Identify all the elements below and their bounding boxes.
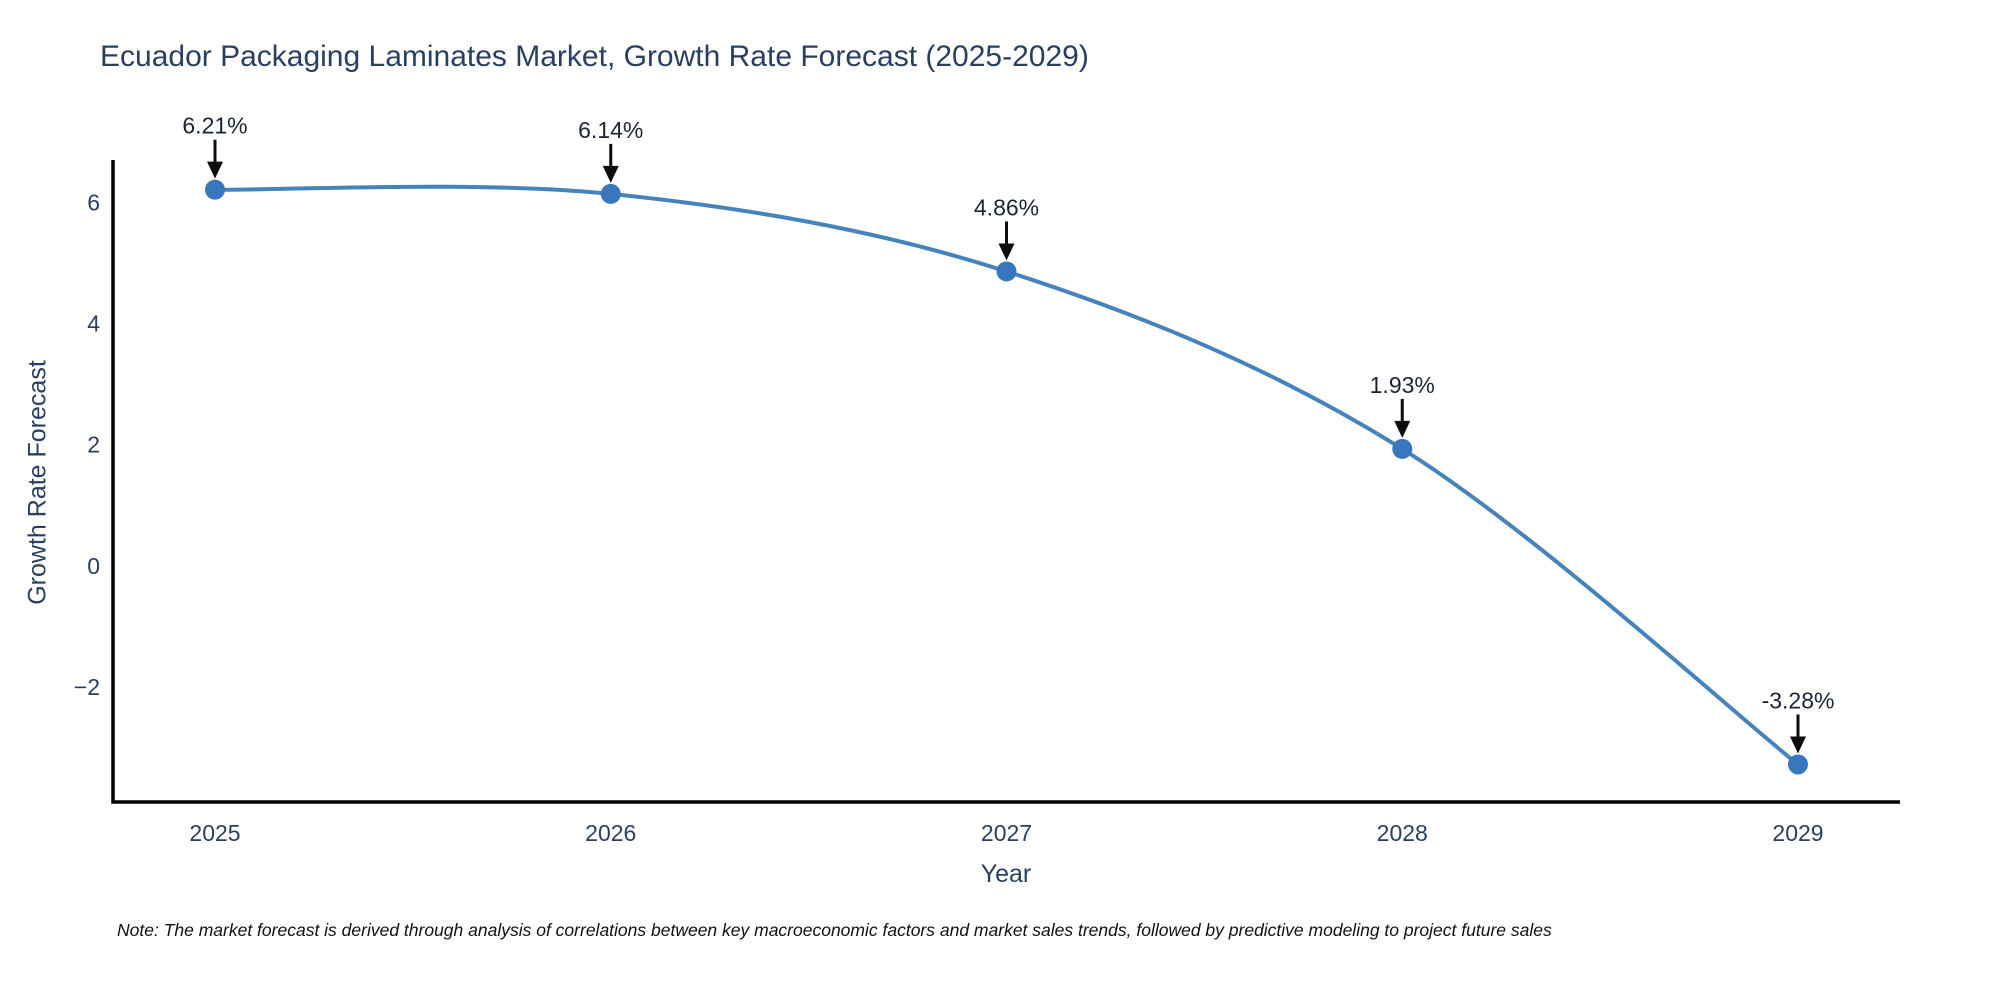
data-point[interactable] <box>205 179 225 200</box>
y-tick-label: 6 <box>87 189 100 215</box>
x-tick-label: 2029 <box>1772 820 1823 846</box>
x-tick-label: 2027 <box>981 820 1032 846</box>
annotation-arrowhead <box>1394 420 1411 438</box>
x-tick-label: 2025 <box>189 820 240 846</box>
data-point[interactable] <box>1392 438 1413 459</box>
annotation-arrowhead <box>1790 736 1806 754</box>
y-tick-label: 0 <box>87 553 100 579</box>
axis-spines <box>111 160 1900 804</box>
data-point[interactable] <box>600 183 621 204</box>
footnote: Note: The market forecast is derived thr… <box>117 920 1552 940</box>
data-label: 6.14% <box>578 117 643 143</box>
y-tick-label: −2 <box>74 674 100 700</box>
data-label: 6.21% <box>182 113 247 139</box>
y-tick-label: 2 <box>87 432 100 458</box>
x-tick-label: 2028 <box>1377 820 1428 846</box>
x-axis-title: Year <box>980 860 1032 888</box>
data-label: 1.93% <box>1370 372 1435 398</box>
data-label: -3.28% <box>1762 687 1835 713</box>
data-point[interactable] <box>996 261 1017 282</box>
chart-title: Ecuador Packaging Laminates Market, Grow… <box>100 40 1089 73</box>
trend-line <box>213 184 1800 767</box>
annotation-arrowhead <box>998 243 1015 261</box>
y-tick-label: 4 <box>87 311 100 337</box>
x-tick-label: 2026 <box>585 820 636 846</box>
annotation-arrowhead <box>602 165 619 183</box>
data-point[interactable] <box>1788 754 1808 775</box>
annotation-arrowhead <box>207 161 223 179</box>
data-label: 4.86% <box>974 194 1039 220</box>
